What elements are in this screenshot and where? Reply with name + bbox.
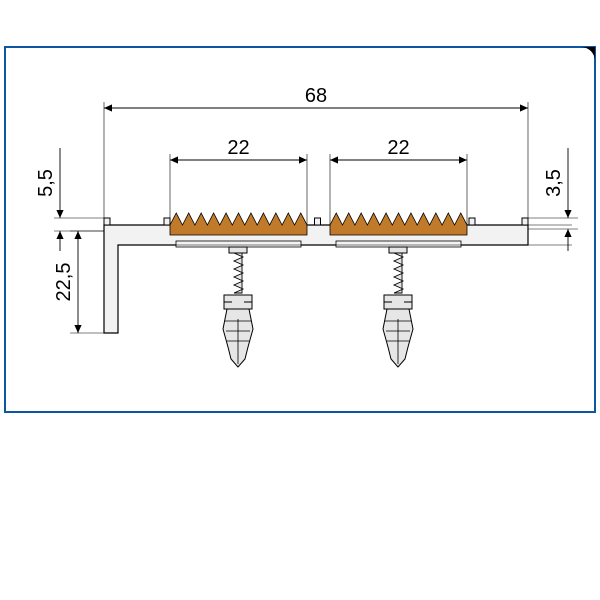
dimension-label: 5,5 [35,169,57,197]
dimension-label: 22 [387,137,409,159]
dimension-label: 22,5 [53,263,75,302]
dimension-label: 68 [305,85,327,107]
cross-section-svg: 68 22 22 5,5 3,5 22,5 [0,0,600,600]
diagram-frame: 68 22 22 5,5 3,5 22,5 [0,0,600,600]
dimension-label: 3,5 [543,169,565,197]
dimension-label: 22 [227,137,249,159]
